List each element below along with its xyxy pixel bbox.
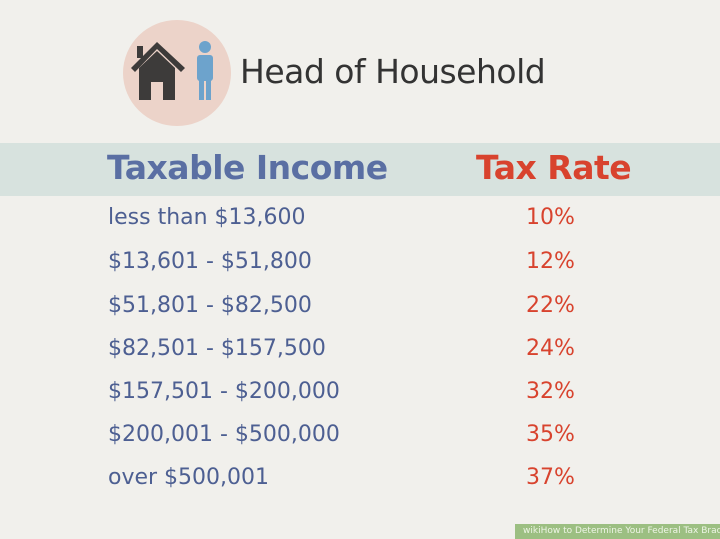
header-band xyxy=(0,143,720,196)
rate-cell: 37% xyxy=(526,465,575,490)
table-row: over $500,001 37% xyxy=(0,465,720,505)
person-icon xyxy=(197,41,213,100)
column-header-income: Taxable Income xyxy=(107,148,388,187)
income-cell: $200,001 - $500,000 xyxy=(108,422,340,447)
rate-cell: 35% xyxy=(526,422,575,447)
table-row: $82,501 - $157,500 24% xyxy=(0,336,720,376)
income-cell: $13,601 - $51,800 xyxy=(108,249,312,274)
rate-cell: 24% xyxy=(526,336,575,361)
page-title: Head of Household xyxy=(240,52,546,91)
income-cell: $51,801 - $82,500 xyxy=(108,293,312,318)
table-row: $13,601 - $51,800 12% xyxy=(0,249,720,289)
column-header-rate: Tax Rate xyxy=(476,148,632,187)
rate-cell: 10% xyxy=(526,205,575,230)
table-row: less than $13,600 10% xyxy=(0,205,720,245)
income-cell: over $500,001 xyxy=(108,465,270,490)
income-cell: $157,501 - $200,000 xyxy=(108,379,340,404)
watermark: wikiHow to Determine Your Federal Tax Br… xyxy=(515,524,720,539)
income-cell: less than $13,600 xyxy=(108,205,306,230)
table-row: $200,001 - $500,000 35% xyxy=(0,422,720,462)
table-row: $51,801 - $82,500 22% xyxy=(0,293,720,333)
table-row: $157,501 - $200,000 32% xyxy=(0,379,720,419)
logo-circle xyxy=(123,20,231,126)
rate-cell: 12% xyxy=(526,249,575,274)
rate-cell: 22% xyxy=(526,293,575,318)
house-icon xyxy=(131,41,213,100)
rate-cell: 32% xyxy=(526,379,575,404)
income-cell: $82,501 - $157,500 xyxy=(108,336,326,361)
